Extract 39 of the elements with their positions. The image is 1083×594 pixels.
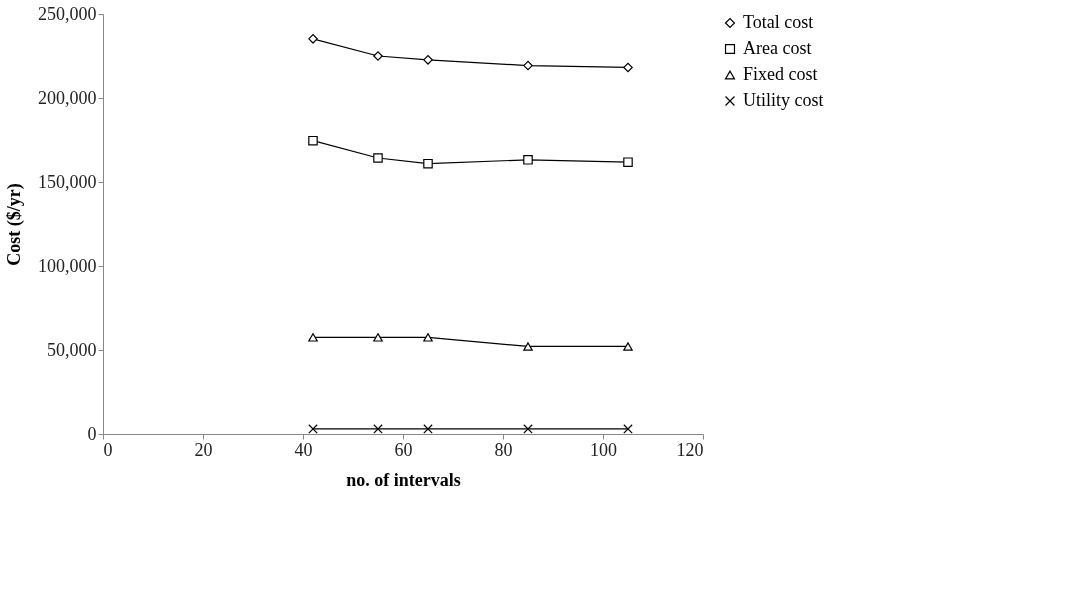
point xyxy=(623,62,633,73)
point xyxy=(308,135,318,146)
point xyxy=(308,34,318,44)
x-tick-label: 60 xyxy=(394,439,413,460)
legend-label: Utility cost xyxy=(743,90,824,110)
y-tick-label: 250,000 xyxy=(38,3,97,24)
point xyxy=(423,55,433,65)
x-tick-label: 80 xyxy=(494,439,513,460)
point xyxy=(423,424,433,434)
point xyxy=(623,157,633,167)
y-axis-title: Cost ($/yr) xyxy=(4,183,25,266)
point xyxy=(373,153,383,163)
point xyxy=(423,333,433,342)
point xyxy=(308,333,318,342)
point xyxy=(523,342,533,351)
y-tick-label: 150,000 xyxy=(38,171,97,192)
legend-label: Fixed cost xyxy=(743,64,818,84)
y-tick-label: 50,000 xyxy=(47,339,97,360)
x-tick-label: 40 xyxy=(294,439,313,460)
x-tick-label: 120 xyxy=(676,439,704,460)
point xyxy=(623,342,633,351)
y-tick-label: 200,000 xyxy=(38,87,97,108)
point xyxy=(373,51,383,61)
point xyxy=(623,424,633,434)
point xyxy=(523,60,533,71)
point xyxy=(373,424,383,434)
x-tick-label: 20 xyxy=(194,439,213,460)
point xyxy=(308,424,318,434)
point xyxy=(423,158,433,169)
legend-label: Area cost xyxy=(743,38,812,58)
legend-label: Total cost xyxy=(743,12,814,32)
point xyxy=(523,155,533,165)
point xyxy=(523,424,533,434)
x-tick-label: 100 xyxy=(590,439,617,460)
x-tick-label: 0 xyxy=(103,439,113,460)
x-axis-title: no. of intervals xyxy=(346,469,461,490)
point xyxy=(373,333,383,342)
y-tick-label: 100,000 xyxy=(38,255,97,276)
y-tick-label: 0 xyxy=(87,423,97,444)
